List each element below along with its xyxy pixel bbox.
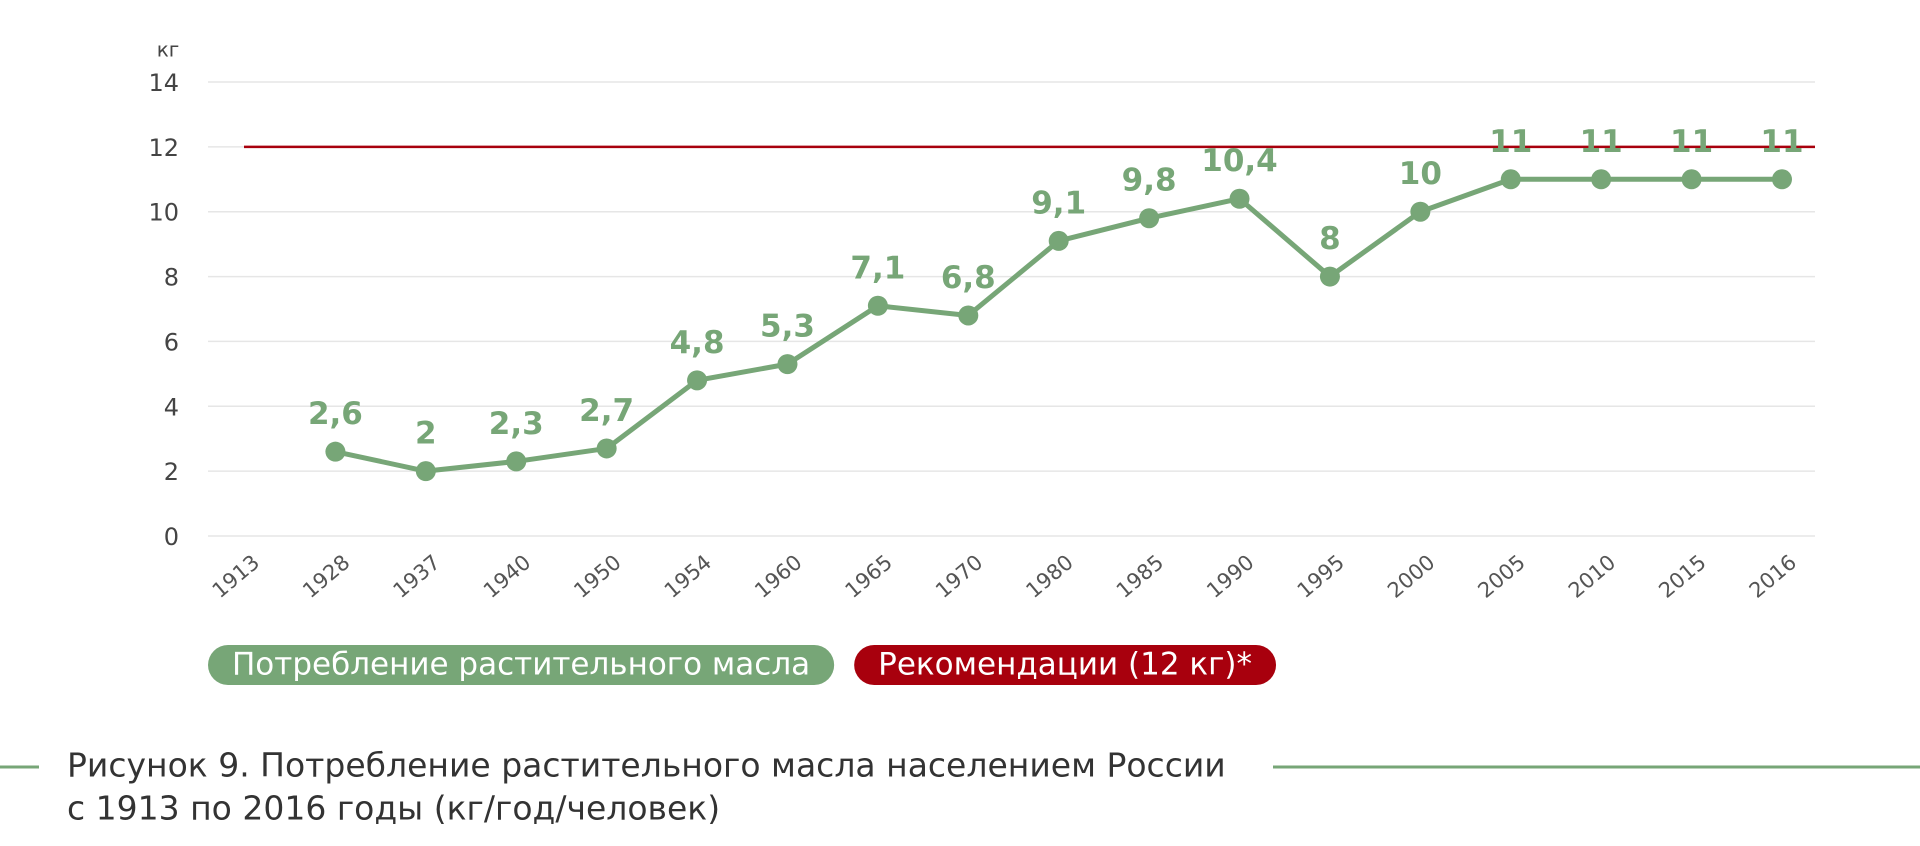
- y-tick-label: 0: [164, 523, 179, 551]
- data-label: 8: [1319, 221, 1341, 257]
- y-tick-label: 10: [148, 199, 179, 227]
- data-label: 11: [1580, 124, 1623, 160]
- x-tick-label: 1950: [569, 550, 625, 603]
- data-point: [1139, 208, 1160, 229]
- legend-item: Потребление растительного масла: [208, 645, 835, 685]
- x-tick-label: 2010: [1564, 550, 1620, 603]
- y-axis-label: кг: [157, 38, 180, 62]
- legend-item: Рекомендации (12 кг)*: [854, 645, 1277, 685]
- x-tick-label: 1954: [660, 550, 716, 603]
- data-label: 4,8: [670, 325, 725, 361]
- x-tick-label: 1985: [1112, 550, 1168, 603]
- data-label: 5,3: [760, 309, 815, 345]
- x-tick-label: 1965: [841, 550, 897, 603]
- data-point: [867, 295, 888, 316]
- data-label: 10: [1399, 156, 1442, 192]
- y-tick-label: 8: [164, 264, 179, 292]
- legend-badge: [854, 645, 1277, 685]
- x-tick-label: 1970: [931, 550, 987, 603]
- data-label: 2: [415, 416, 437, 452]
- data-point: [1681, 169, 1702, 190]
- data-label: 2,6: [308, 396, 363, 432]
- x-tick-label: 1980: [1021, 550, 1077, 603]
- x-tick-label: 1990: [1202, 550, 1258, 603]
- x-tick-label: 1960: [750, 550, 806, 603]
- x-tick-label: 1928: [298, 550, 354, 603]
- y-tick-label: 6: [164, 328, 179, 356]
- data-point: [1772, 169, 1792, 190]
- data-point: [415, 461, 436, 482]
- y-tick-label: 2: [164, 458, 179, 486]
- x-tick-label: 2016: [1745, 550, 1801, 603]
- data-label: 2,3: [489, 406, 544, 442]
- x-tick-label: 1995: [1293, 550, 1349, 603]
- data-label: 2,7: [579, 393, 634, 429]
- data-point: [596, 438, 617, 459]
- caption: Рисунок 9. Потребление растительного мас…: [67, 746, 1226, 785]
- data-point: [325, 441, 346, 462]
- caption: с 1913 по 2016 годы (кг/год/человек): [67, 789, 720, 828]
- data-point: [506, 451, 527, 472]
- data-label: 10,4: [1201, 143, 1278, 179]
- data-label: 7,1: [850, 250, 905, 286]
- data-point: [777, 354, 798, 375]
- y-tick-label: 12: [148, 134, 179, 162]
- x-tick-label: 1913: [208, 550, 264, 603]
- x-tick-label: 2005: [1473, 550, 1529, 603]
- data-point: [687, 370, 708, 391]
- data-label: 11: [1670, 124, 1713, 160]
- y-tick-label: 4: [164, 393, 179, 421]
- data-point: [1500, 169, 1521, 190]
- legend-label: Потребление растительного масла: [232, 647, 810, 683]
- data-point: [1229, 188, 1250, 209]
- data-point: [958, 305, 979, 326]
- legend-label: Рекомендации (12 кг)*: [878, 647, 1252, 683]
- data-label: 11: [1760, 124, 1803, 160]
- x-tick-label: 1940: [479, 550, 535, 603]
- data-label: 9,1: [1031, 185, 1086, 221]
- series-line: [334, 176, 1782, 474]
- data-label: 11: [1489, 124, 1532, 160]
- data-point: [1591, 169, 1612, 190]
- data-label: 6,8: [941, 260, 996, 296]
- data-point: [1048, 230, 1069, 251]
- data-point: [1319, 266, 1340, 287]
- x-tick-label: 2015: [1654, 550, 1710, 603]
- x-tick-label: 1937: [389, 550, 445, 603]
- x-tick-label: 2000: [1383, 550, 1439, 603]
- data-point: [1410, 201, 1431, 222]
- data-label: 9,8: [1122, 163, 1177, 199]
- legend-badge: [208, 645, 835, 685]
- y-tick-label: 14: [148, 69, 179, 97]
